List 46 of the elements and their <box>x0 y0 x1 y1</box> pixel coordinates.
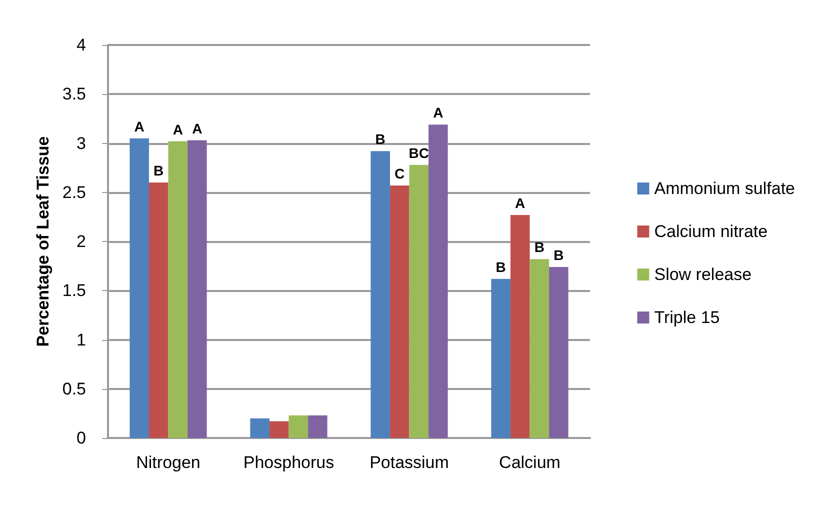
data-label: B <box>154 162 164 179</box>
x-tick-label: Nitrogen <box>136 453 200 472</box>
y-tick-label: 2 <box>76 232 86 251</box>
x-tick-label: Calcium <box>499 453 560 472</box>
data-label: B <box>554 247 564 264</box>
data-label: B <box>534 239 544 256</box>
bar <box>250 418 270 438</box>
bar <box>491 278 510 438</box>
bar <box>370 151 390 438</box>
y-tick-label: 0 <box>76 428 86 448</box>
bar <box>188 140 207 438</box>
y-tick-label: 2.5 <box>62 182 86 202</box>
bar <box>409 164 429 438</box>
data-label: B <box>496 258 506 275</box>
legend-label: Ammonium sulfate <box>654 179 796 198</box>
bar <box>530 259 550 438</box>
bar <box>390 186 410 438</box>
legend-label: Calcium nitrate <box>654 222 768 241</box>
x-tick-label: Potassium <box>370 453 449 472</box>
y-tick-label: 0.5 <box>62 379 86 398</box>
data-label: C <box>394 165 405 182</box>
y-tick-label: 3 <box>76 134 86 153</box>
bar <box>130 138 149 438</box>
bar <box>269 421 289 438</box>
bar <box>428 124 448 438</box>
y-tick-label: 1.5 <box>62 281 86 300</box>
y-tick-label: 3.5 <box>62 84 86 104</box>
bar <box>549 267 568 438</box>
data-label: A <box>172 121 183 138</box>
legend-label: Slow release <box>654 265 752 284</box>
y-tick-label: 1 <box>76 330 86 350</box>
bar <box>308 415 328 438</box>
data-label: A <box>433 104 444 121</box>
bar <box>148 182 168 438</box>
data-label: BC <box>408 144 430 161</box>
x-tick-label: Phosphorus <box>243 453 334 472</box>
bar <box>168 141 188 438</box>
bar <box>510 214 530 438</box>
legend-label: Triple 15 <box>654 308 720 327</box>
data-label: A <box>515 194 526 211</box>
y-axis-title: Percentage of Leaf Tissue <box>33 136 52 347</box>
data-label: A <box>134 118 144 134</box>
data-label: B <box>375 131 386 148</box>
data-label: A <box>192 120 202 136</box>
bar <box>288 415 308 438</box>
y-tick-label: 4 <box>76 36 86 54</box>
